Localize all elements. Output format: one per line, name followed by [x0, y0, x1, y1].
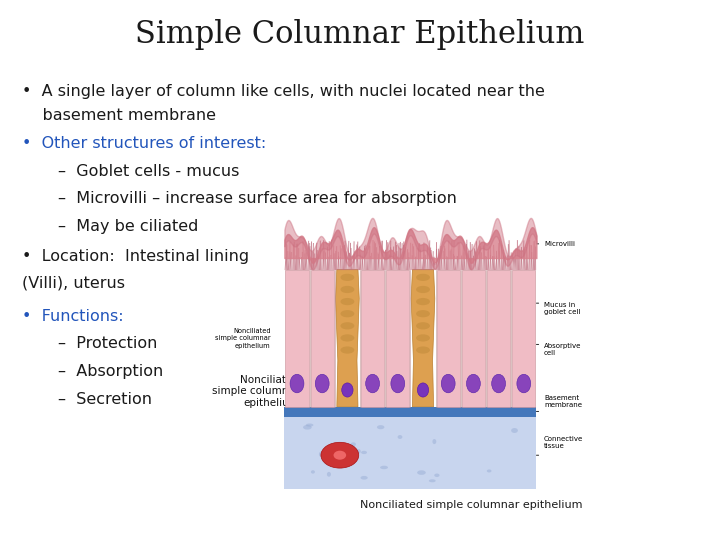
Polygon shape [336, 269, 359, 407]
Ellipse shape [517, 374, 531, 393]
Ellipse shape [416, 286, 430, 293]
Ellipse shape [492, 374, 505, 393]
Text: Nonciliated
simple columnar
epithelium: Nonciliated simple columnar epithelium [215, 328, 271, 349]
Ellipse shape [429, 480, 436, 482]
Ellipse shape [511, 428, 518, 433]
Text: Basement
membrane: Basement membrane [544, 395, 582, 408]
Ellipse shape [418, 383, 428, 397]
Text: •  Functions:: • Functions: [22, 309, 123, 324]
Ellipse shape [319, 452, 323, 457]
Ellipse shape [361, 476, 368, 480]
Text: •  Other structures of interest:: • Other structures of interest: [22, 136, 266, 151]
Text: Nonciliated simple columnar epithelium: Nonciliated simple columnar epithelium [360, 500, 583, 510]
FancyBboxPatch shape [436, 269, 460, 407]
Text: Microvilli: Microvilli [544, 241, 575, 247]
Ellipse shape [487, 469, 492, 472]
Text: –  Protection: – Protection [58, 336, 157, 352]
Text: Connective
tissue: Connective tissue [544, 436, 583, 449]
Ellipse shape [333, 451, 346, 460]
Ellipse shape [306, 423, 313, 427]
Text: –  Microvilli – increase surface area for absorption: – Microvilli – increase surface area for… [58, 191, 456, 206]
Ellipse shape [311, 470, 315, 474]
Ellipse shape [341, 347, 354, 354]
FancyBboxPatch shape [285, 269, 309, 407]
Text: Mucus in
goblet cell: Mucus in goblet cell [544, 302, 580, 315]
Text: –  Absorption: – Absorption [58, 364, 163, 379]
Polygon shape [411, 269, 435, 407]
FancyBboxPatch shape [512, 269, 536, 407]
Ellipse shape [341, 322, 354, 329]
FancyBboxPatch shape [310, 269, 334, 407]
Ellipse shape [290, 374, 304, 393]
Ellipse shape [351, 442, 356, 446]
Text: Simple Columnar Epithelium: Simple Columnar Epithelium [135, 19, 585, 50]
Ellipse shape [467, 374, 480, 393]
Text: (Villi), uterus: (Villi), uterus [22, 275, 125, 291]
Ellipse shape [341, 298, 354, 305]
Ellipse shape [433, 439, 436, 444]
FancyBboxPatch shape [284, 416, 536, 489]
Ellipse shape [321, 442, 359, 468]
Ellipse shape [361, 451, 367, 454]
Ellipse shape [416, 310, 430, 318]
Ellipse shape [315, 374, 329, 393]
Ellipse shape [416, 347, 430, 354]
Text: Absorptive
cell: Absorptive cell [544, 343, 581, 356]
Ellipse shape [342, 383, 353, 397]
Ellipse shape [416, 322, 430, 329]
Text: •  Location:  Intestinal lining: • Location: Intestinal lining [22, 249, 248, 265]
Text: Nonciliated
simple columnar
epithelium: Nonciliated simple columnar epithelium [212, 375, 299, 408]
Ellipse shape [397, 435, 402, 439]
Ellipse shape [441, 374, 455, 393]
Ellipse shape [327, 472, 331, 477]
Ellipse shape [341, 310, 354, 318]
Ellipse shape [303, 425, 312, 430]
Ellipse shape [416, 334, 430, 341]
FancyBboxPatch shape [284, 407, 536, 416]
Ellipse shape [356, 449, 361, 454]
Ellipse shape [380, 465, 388, 469]
FancyBboxPatch shape [487, 269, 510, 407]
Ellipse shape [341, 274, 354, 281]
FancyBboxPatch shape [386, 269, 410, 407]
Ellipse shape [417, 470, 426, 475]
Text: –  May be ciliated: – May be ciliated [58, 219, 198, 234]
FancyBboxPatch shape [462, 269, 485, 407]
Ellipse shape [377, 425, 384, 429]
Ellipse shape [341, 286, 354, 293]
Text: –  Secretion: – Secretion [58, 392, 152, 407]
Ellipse shape [341, 334, 354, 341]
Ellipse shape [434, 474, 439, 477]
Ellipse shape [416, 298, 430, 305]
Ellipse shape [391, 374, 405, 393]
Ellipse shape [416, 274, 430, 281]
FancyBboxPatch shape [361, 269, 384, 407]
Ellipse shape [366, 374, 379, 393]
Text: –  Goblet cells - mucus: – Goblet cells - mucus [58, 164, 239, 179]
Text: basement membrane: basement membrane [22, 108, 215, 123]
Text: •  A single layer of column like cells, with nuclei located near the: • A single layer of column like cells, w… [22, 84, 544, 99]
